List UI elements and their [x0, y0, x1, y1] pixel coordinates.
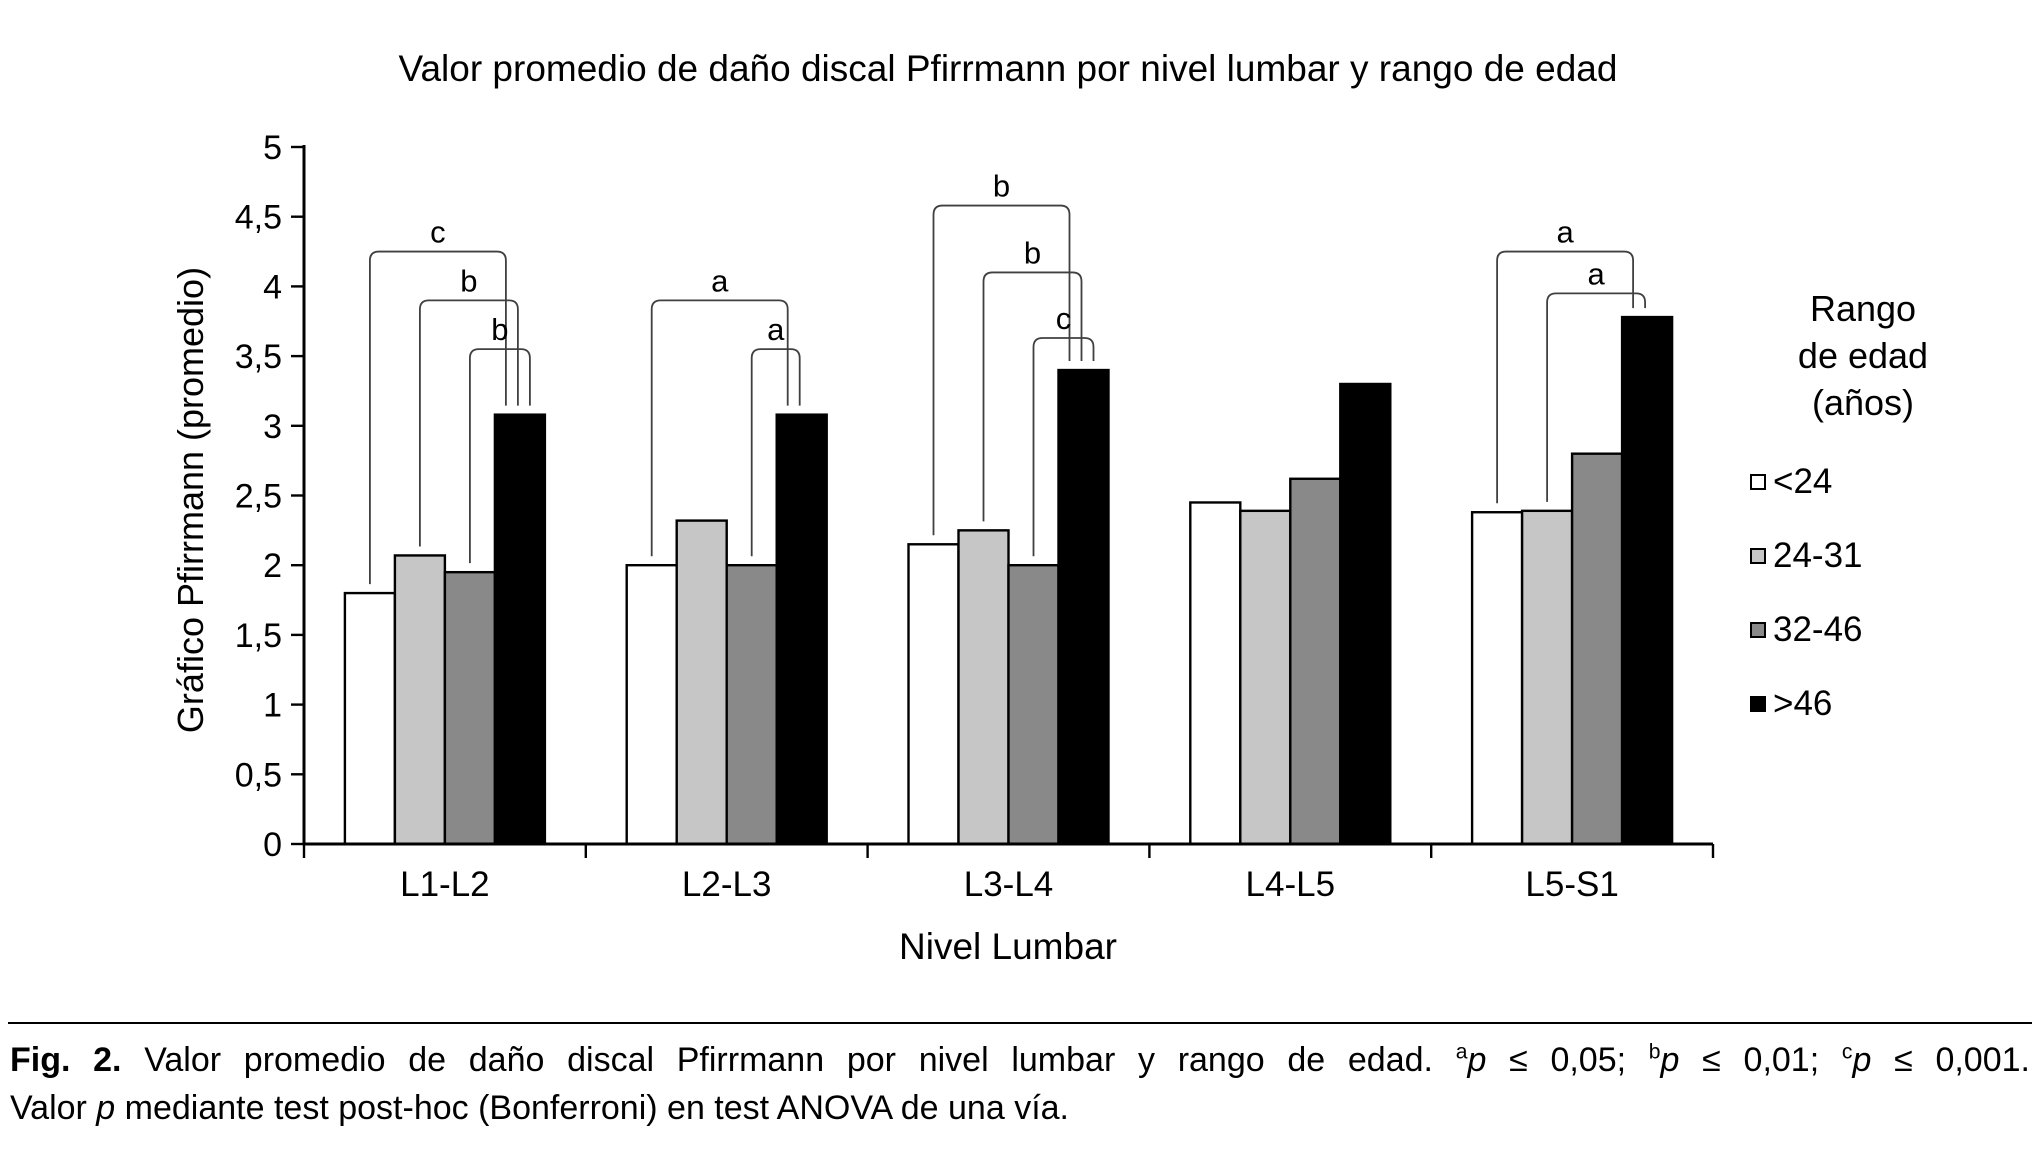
legend-swatch [1750, 696, 1766, 713]
sig-bracket [650, 299, 789, 557]
legend-swatch [1750, 548, 1766, 565]
bar-L1-L2-24-31 [393, 554, 447, 846]
y-tick-label: 2,5 [235, 478, 282, 516]
figure-label: Fig. 2. [10, 1041, 122, 1079]
bar-L4-L5->46 [1339, 382, 1392, 846]
sig-label: c [430, 215, 446, 250]
bar-L2-L3-32-46 [725, 564, 778, 846]
sig-label: a [711, 263, 729, 298]
bar-L2-L3->46 [775, 413, 828, 846]
chart-title: Valor promedio de daño discal Pfirrmann … [398, 48, 1618, 89]
y-tick-label: 4,5 [235, 199, 282, 237]
sig-label: b [491, 312, 508, 347]
bar-L4-L5-24-31 [1239, 509, 1292, 846]
y-tick-label: 2 [263, 547, 282, 585]
sig-bracket [1496, 250, 1634, 504]
bar-L5-S1-<24 [1470, 511, 1524, 846]
legend-swatch [1750, 622, 1766, 639]
bar-L3-L4-<24 [907, 543, 960, 846]
sig-note: ap ≤ 0,05; [1455, 1040, 1627, 1079]
bar-L4-L5-32-46 [1289, 477, 1342, 846]
y-tick-label: 0 [263, 826, 282, 864]
caption-divider [8, 1022, 2032, 1024]
category-label: L3-L4 [964, 865, 1054, 904]
legend-label: 32-46 [1773, 610, 1863, 650]
legend-item: 24-31 [1750, 536, 1988, 576]
bar-L4-L5-<24 [1189, 501, 1242, 846]
legend-item: >46 [1750, 684, 1988, 724]
y-tick-label: 0,5 [235, 756, 282, 794]
sig-label: b [1024, 235, 1041, 270]
sig-bracket [982, 271, 1083, 522]
legend-title-line: de edad [1797, 334, 1929, 376]
y-axis-title: Gráfico Pfirrmann (promedio) [170, 266, 211, 734]
category-label: L1-L2 [400, 865, 490, 904]
figure-caption: Fig. 2. Valor promedio de daño discal Pf… [10, 1038, 2030, 1130]
sig-note: cp ≤ 0,001. [1841, 1040, 2030, 1079]
bar-L1-L2-32-46 [443, 570, 497, 846]
x-axis-title: Nivel Lumbar [899, 926, 1117, 967]
bar-L2-L3-24-31 [675, 519, 728, 846]
caption-line-2: Valor p mediante test post-hoc (Bonferro… [10, 1089, 1069, 1128]
sig-bracket [750, 348, 801, 557]
bar-L3-L4-24-31 [957, 529, 1010, 846]
bar-L3-L4-32-46 [1007, 564, 1060, 846]
sig-label: b [460, 263, 477, 298]
sig-bracket [369, 250, 507, 585]
bar-L1-L2-<24 [343, 591, 397, 846]
bar-chart: 0 0,5 1 1,5 2 2,5 3 3,5 4 4,5 5 L1-L2 L2-L3 L3-L4 L4-L… [235, 129, 1715, 904]
bar-L3-L4->46 [1057, 368, 1110, 846]
sig-label: b [993, 169, 1010, 204]
sig-bracket [419, 299, 519, 547]
legend-label: <24 [1773, 462, 1833, 502]
y-tick-label: 1,5 [235, 617, 282, 655]
legend-item: <24 [1750, 462, 1988, 502]
y-tick-label: 1 [263, 687, 282, 725]
sig-bracket [469, 348, 531, 564]
bar-L5-S1-24-31 [1520, 509, 1574, 846]
sig-bracket [932, 204, 1071, 536]
sig-note: bp ≤ 0,01; [1648, 1040, 1820, 1079]
y-tick-label: 3,5 [235, 338, 282, 376]
caption-line-1: Fig. 2. Valor promedio de daño discal Pf… [10, 1038, 2030, 1082]
legend-item: 32-46 [1750, 610, 1988, 650]
category-label: L4-L5 [1246, 865, 1336, 904]
sig-label: c [1056, 301, 1072, 336]
category-label: L5-S1 [1525, 865, 1618, 904]
legend: Rango de edad (años) <24 24-31 32-46 >46 [1738, 286, 1988, 724]
y-tick-label: 5 [263, 129, 282, 167]
sig-label: a [767, 312, 785, 347]
legend-title: Rango de edad (años) [1738, 286, 1988, 426]
legend-label: >46 [1773, 684, 1833, 724]
bar-L5-S1->46 [1620, 315, 1674, 846]
sig-label: a [1587, 256, 1605, 291]
category-label: L2-L3 [682, 865, 772, 904]
legend-title-line: (años) [1811, 381, 1915, 423]
bar-L1-L2->46 [493, 413, 547, 846]
bar-L2-L3-<24 [625, 564, 678, 846]
legend-items: <24 24-31 32-46 >46 [1738, 462, 1988, 724]
y-tick-label: 4 [263, 268, 282, 306]
sig-label: a [1556, 215, 1574, 250]
sig-bracket [1546, 292, 1646, 502]
sig-bracket [1032, 337, 1095, 557]
legend-title-line: Rango [1809, 288, 1917, 329]
caption-body: Valor promedio de daño discal Pfirrmann … [144, 1041, 1433, 1079]
legend-label: 24-31 [1773, 536, 1863, 576]
bar-L5-S1-32-46 [1570, 452, 1624, 846]
legend-swatch [1750, 474, 1766, 491]
y-tick-label: 3 [263, 408, 282, 446]
